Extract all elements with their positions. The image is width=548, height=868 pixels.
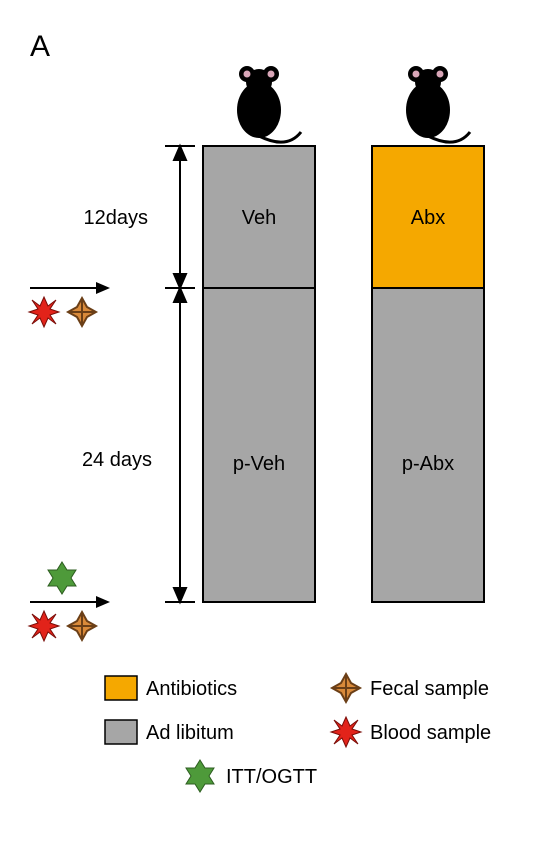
- sample-arrow-bot: [30, 596, 110, 608]
- panel-label: A: [30, 30, 50, 63]
- fecal-icon-mid: [68, 298, 96, 326]
- phase1-duration: 12days: [84, 207, 149, 229]
- dimension-lines: [165, 146, 195, 602]
- bar-right-top-label: Abx: [411, 207, 445, 229]
- bar-left: Veh p-Veh: [203, 146, 315, 602]
- legend-adlibitum: Ad libitum: [146, 722, 234, 744]
- legend-antibiotics: Antibiotics: [146, 678, 237, 700]
- mouse-left-icon: [237, 66, 301, 142]
- phase2-duration: 24 days: [82, 449, 152, 471]
- legend: Antibiotics Fecal sample Ad libitum Bloo…: [105, 674, 491, 792]
- bar-left-top-label: Veh: [242, 207, 276, 229]
- blood-icon-bot: [29, 611, 59, 641]
- bar-right-bottom-label: p-Abx: [402, 453, 454, 475]
- bar-left-bottom-label: p-Veh: [233, 453, 285, 475]
- legend-blood: Blood sample: [370, 722, 491, 744]
- legend-itt: ITT/OGTT: [226, 766, 317, 788]
- legend-fecal: Fecal sample: [370, 678, 489, 700]
- figure-svg: A Veh p-Veh Abx p-Abx 12days 24 days: [0, 0, 548, 868]
- blood-icon-mid: [29, 297, 59, 327]
- fecal-icon-bot: [68, 612, 96, 640]
- mouse-right-icon: [406, 66, 470, 142]
- sample-arrow-mid: [30, 282, 110, 294]
- itt-icon-bot: [48, 562, 76, 594]
- bar-right: Abx p-Abx: [372, 146, 484, 602]
